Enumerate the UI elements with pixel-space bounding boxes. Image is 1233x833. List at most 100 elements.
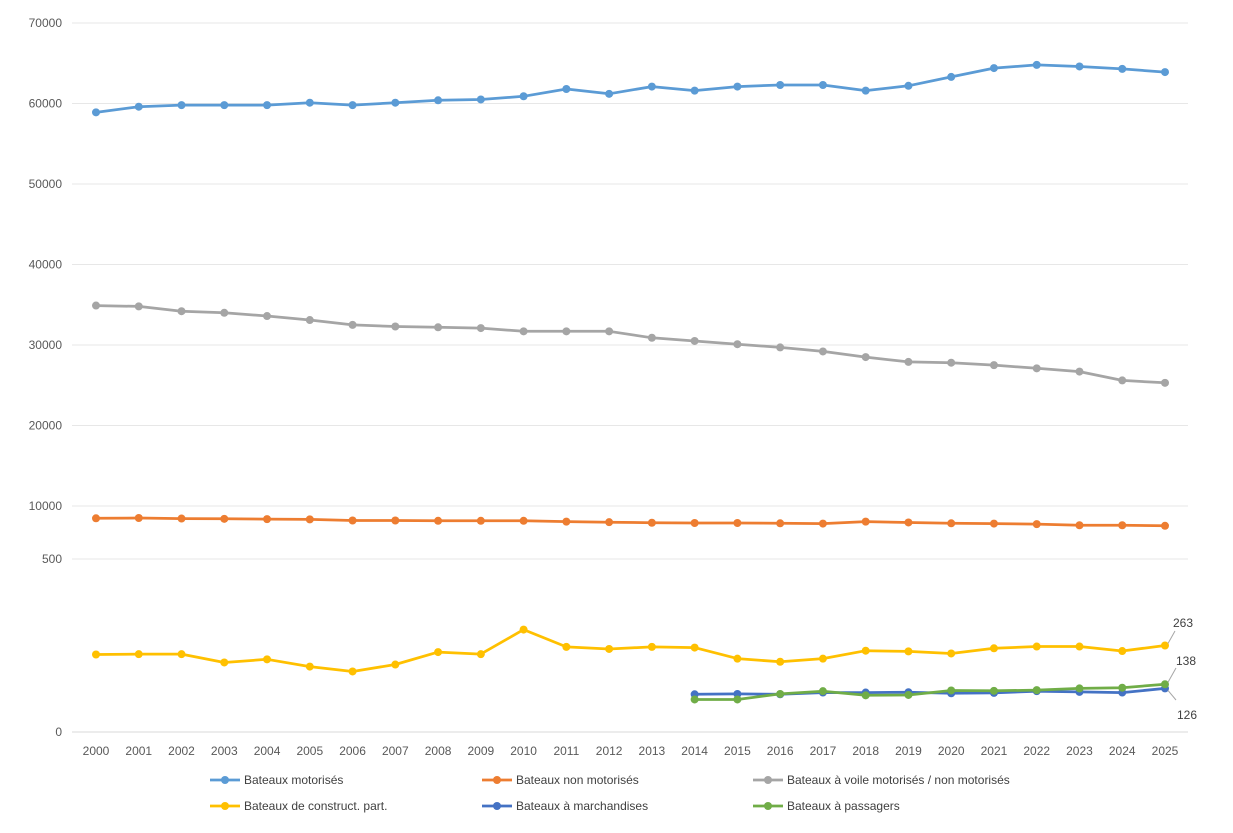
data-point xyxy=(861,691,870,700)
data-point xyxy=(733,519,742,528)
data-point xyxy=(947,686,956,695)
x-tick-label: 2012 xyxy=(596,744,623,758)
data-point xyxy=(861,353,870,362)
data-point xyxy=(989,519,998,528)
x-tick-label: 2016 xyxy=(767,744,794,758)
x-tick-label: 2008 xyxy=(425,744,452,758)
y-tick-label: 500 xyxy=(42,552,62,566)
data-point xyxy=(690,519,699,528)
data-point xyxy=(690,336,699,345)
data-point xyxy=(391,322,400,331)
data-point xyxy=(476,324,485,333)
data-point xyxy=(134,102,143,111)
data-point xyxy=(177,101,186,110)
series-line xyxy=(693,682,1167,701)
x-tick-label: 2011 xyxy=(553,744,579,758)
data-point xyxy=(776,519,785,528)
series-line xyxy=(94,304,1167,385)
data-point xyxy=(476,650,485,659)
x-tick-label: 2017 xyxy=(810,744,837,758)
y-tick-label: 20000 xyxy=(29,419,63,433)
data-point xyxy=(519,625,528,634)
data-point xyxy=(434,323,443,332)
x-tick-label: 2024 xyxy=(1109,744,1136,758)
x-tick-label: 2004 xyxy=(254,744,281,758)
data-point xyxy=(92,650,100,659)
data-label: 138 xyxy=(1176,654,1196,668)
legend-item: Bateaux motorisés xyxy=(210,773,343,787)
data-point xyxy=(305,515,314,524)
data-point xyxy=(1118,64,1127,73)
data-point xyxy=(1075,367,1084,376)
y-tick-label: 40000 xyxy=(29,258,63,272)
data-point xyxy=(989,686,998,695)
y-axis-tick-labels: 0 500 10000 20000 30000 40000 50000 60000 70000 xyxy=(29,16,63,739)
legend-swatch-marker xyxy=(221,802,229,810)
data-point xyxy=(1032,686,1041,695)
data-point xyxy=(220,514,229,523)
x-tick-label: 2002 xyxy=(168,744,195,758)
legend-label: Bateaux à passagers xyxy=(787,799,900,813)
data-point xyxy=(92,108,100,117)
legend-item: Bateaux à passagers xyxy=(753,799,900,813)
data-point xyxy=(989,361,998,370)
data-point xyxy=(690,695,699,704)
data-point xyxy=(690,643,699,652)
x-tick-label: 2023 xyxy=(1066,744,1093,758)
data-point xyxy=(1118,683,1127,692)
data-point xyxy=(220,308,229,317)
data-point xyxy=(562,517,571,526)
data-point xyxy=(1161,641,1169,650)
data-point xyxy=(519,327,528,336)
x-tick-label: 2010 xyxy=(510,744,537,758)
data-point xyxy=(1075,684,1084,693)
x-tick-label: 2005 xyxy=(296,744,323,758)
series-line xyxy=(94,628,1167,673)
data-point xyxy=(562,85,571,94)
data-point xyxy=(947,519,956,528)
legend-swatch-marker xyxy=(764,776,772,784)
data-point xyxy=(989,644,998,653)
data-point xyxy=(947,649,956,658)
data-point xyxy=(519,516,528,525)
data-point xyxy=(989,64,998,73)
series-line xyxy=(94,63,1167,114)
data-point xyxy=(1075,521,1084,530)
data-point xyxy=(348,516,357,525)
y-tick-label: 50000 xyxy=(29,177,63,191)
gridlines xyxy=(72,22,1188,733)
data-labels: 263 138 126 xyxy=(1167,616,1197,722)
data-point xyxy=(1161,521,1169,530)
legend-label: Bateaux à voile motorisés / non motorisé… xyxy=(787,773,1010,787)
data-point xyxy=(776,657,785,666)
legend-item: Bateaux non motorisés xyxy=(482,773,639,787)
data-point xyxy=(733,695,742,704)
series-group xyxy=(92,60,1169,704)
data-point xyxy=(519,92,528,101)
data-point xyxy=(391,516,400,525)
legend-label: Bateaux non motorisés xyxy=(516,773,639,787)
data-point xyxy=(1161,378,1169,387)
x-tick-label: 2020 xyxy=(938,744,965,758)
data-point xyxy=(1032,520,1041,529)
x-tick-label: 2021 xyxy=(981,744,1008,758)
data-point xyxy=(1118,647,1127,656)
x-tick-label: 2000 xyxy=(83,744,110,758)
data-point xyxy=(904,690,913,699)
data-point xyxy=(776,80,785,89)
data-point xyxy=(1161,680,1169,689)
data-point xyxy=(177,650,186,659)
x-tick-label: 2003 xyxy=(211,744,238,758)
data-point xyxy=(733,689,742,698)
leader-line xyxy=(1167,667,1177,683)
data-point xyxy=(562,642,571,651)
leader-line xyxy=(1167,690,1177,701)
x-tick-label: 2013 xyxy=(639,744,666,758)
data-point xyxy=(177,514,186,523)
x-tick-label: 2015 xyxy=(724,744,751,758)
data-point xyxy=(1075,62,1084,71)
data-point xyxy=(476,516,485,525)
legend-swatch-marker xyxy=(764,802,772,810)
data-point xyxy=(1032,60,1041,69)
x-tick-label: 2001 xyxy=(125,744,152,758)
